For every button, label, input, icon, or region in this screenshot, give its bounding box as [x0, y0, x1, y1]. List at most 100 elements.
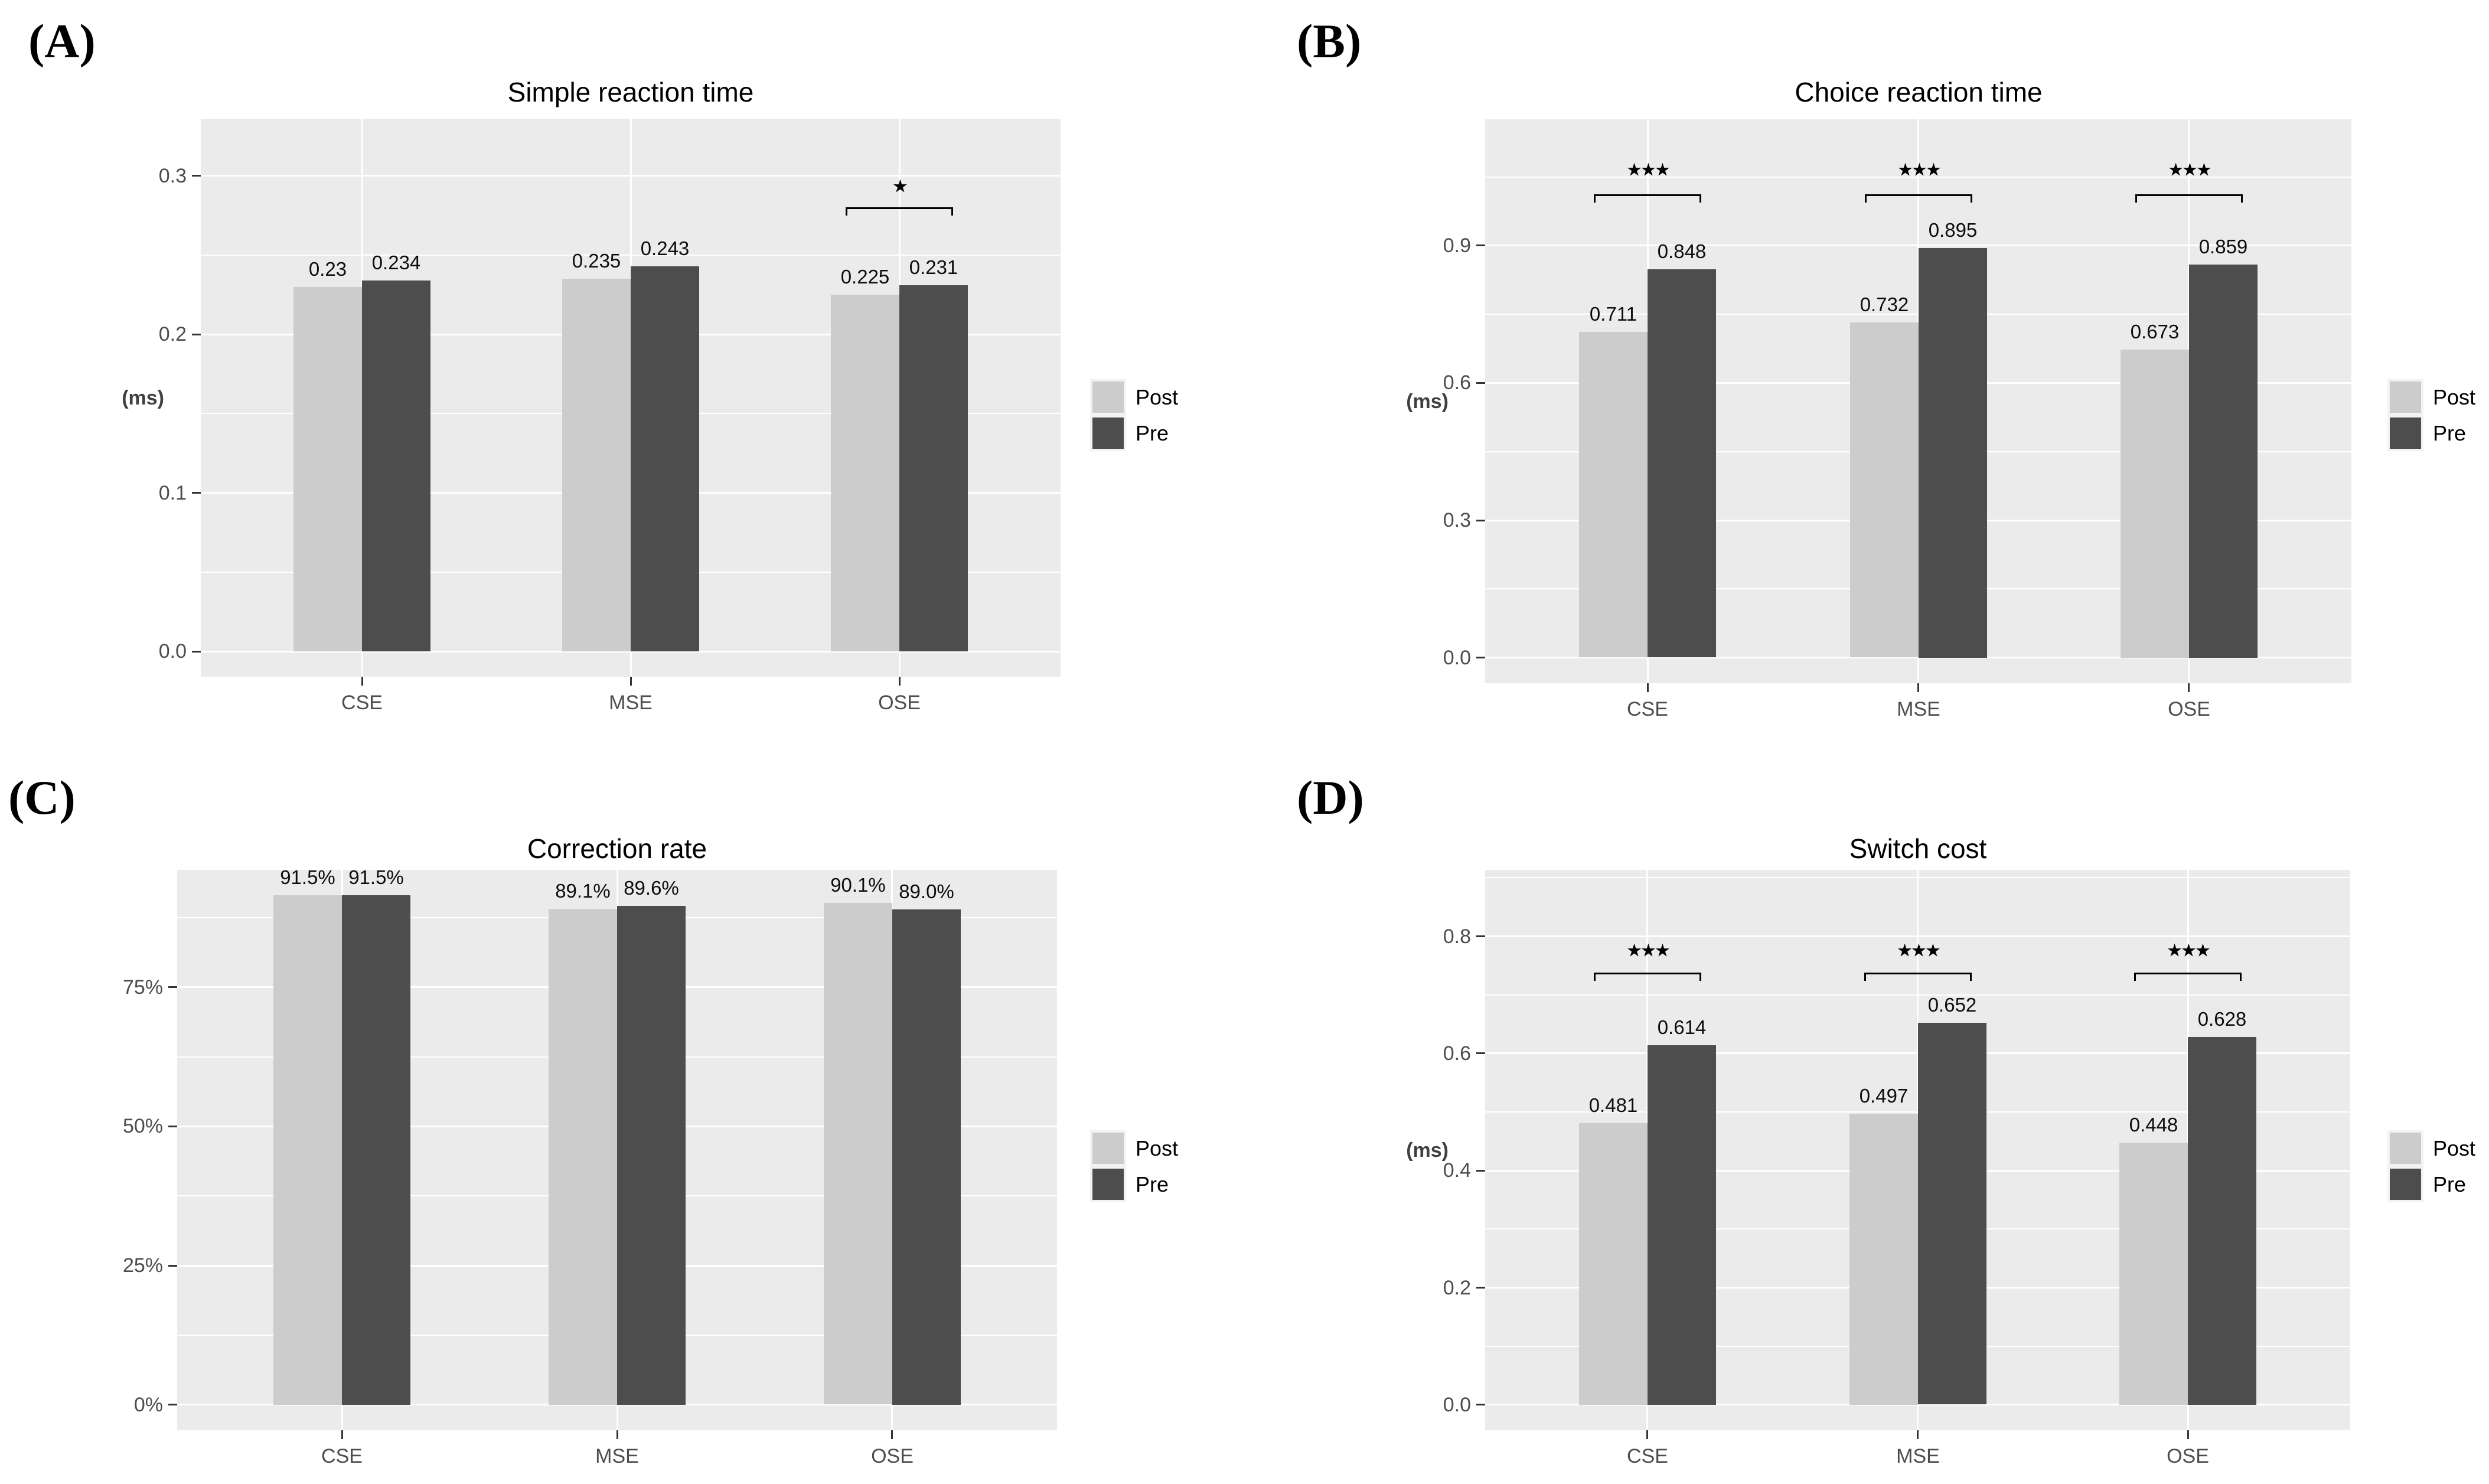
y-axis-unit-label: (ms)	[1406, 1139, 1449, 1162]
significance-star: ★★★	[2168, 160, 2212, 180]
bar-value-label: 90.1%	[830, 874, 886, 896]
bar-value-label: 0.673	[2130, 321, 2180, 343]
bar-value-label: 89.1%	[555, 880, 611, 902]
y-axis-tick	[192, 175, 201, 177]
significance-bracket	[2134, 973, 2242, 981]
x-axis-tick-label: OSE	[871, 1445, 914, 1467]
bar-value-label: 0.614	[1657, 1016, 1707, 1038]
bar-pre-mse	[631, 266, 699, 651]
y-axis-tick-label: 0%	[133, 1394, 163, 1416]
y-axis-tick-label: 50%	[122, 1115, 163, 1137]
y-axis-tick-label: 0.6	[1443, 1042, 1471, 1065]
significance-bracket	[846, 207, 953, 216]
bar-pre-cse	[1648, 1045, 1716, 1405]
y-axis-tick	[1476, 1170, 1485, 1172]
y-axis-tick	[168, 986, 177, 988]
bar-pre-mse	[1918, 1023, 1986, 1404]
legend-label-post: Post	[2433, 1136, 2476, 1160]
legend-swatch-pre	[2390, 418, 2421, 449]
bar-value-label: 0.448	[2129, 1114, 2178, 1136]
legend-swatch-post	[2390, 381, 2421, 413]
bar-pre-ose	[899, 285, 968, 651]
y-axis-tick	[192, 651, 201, 653]
x-axis-tick-label: OSE	[2168, 698, 2210, 720]
y-axis-tick	[168, 1265, 177, 1267]
x-axis-tick	[1917, 1430, 1919, 1439]
bar-pre-cse	[362, 281, 430, 651]
y-axis-tick	[1476, 244, 1485, 246]
x-axis-tick-label: MSE	[609, 692, 653, 714]
y-axis-tick	[1476, 657, 1485, 658]
x-axis-tick-label: CSE	[1627, 698, 1668, 720]
significance-star: ★★★	[1897, 941, 1941, 961]
bar-value-label: 0.628	[2197, 1008, 2247, 1030]
bar-post-mse	[562, 279, 631, 651]
x-axis-tick	[2188, 683, 2190, 692]
bar-value-label: 91.5%	[348, 866, 404, 888]
y-axis-tick-label: 0.0	[1443, 647, 1471, 669]
bar-value-label: 0.235	[572, 250, 621, 272]
bar-value-label: 0.497	[1859, 1085, 1909, 1107]
x-axis-tick	[1647, 683, 1649, 692]
legend-swatch-post	[1092, 1133, 1124, 1164]
x-axis-tick	[1917, 683, 1919, 692]
bar-pre-cse	[342, 895, 410, 1405]
bar-post-mse	[1850, 322, 1919, 657]
legend-swatch-pre	[1092, 418, 1124, 449]
bar-value-label: 89.0%	[899, 880, 954, 902]
legend-label-post: Post	[1136, 1136, 1179, 1160]
panel-title: Switch cost	[1849, 833, 1987, 864]
significance-bracket	[1865, 194, 1972, 203]
bar-post-ose	[831, 295, 899, 651]
y-axis-tick-label: 0.4	[1443, 1159, 1471, 1182]
bar-value-label: 0.711	[1589, 303, 1637, 325]
bar-post-ose	[2121, 350, 2189, 658]
panel-letter: (B)	[1297, 14, 1362, 68]
x-axis-tick	[630, 677, 632, 686]
significance-star: ★★★	[1626, 160, 1671, 180]
significance-star: ★★★	[1897, 160, 1942, 180]
y-axis-tick	[1476, 1052, 1485, 1054]
significance-star: ★★★	[2167, 941, 2211, 961]
y-axis-tick	[192, 334, 201, 335]
bar-pre-ose	[2188, 1037, 2256, 1405]
y-axis-tick-label: 0.9	[1443, 234, 1471, 257]
x-axis-tick-label: MSE	[595, 1445, 639, 1467]
bar-post-mse	[549, 909, 617, 1405]
x-axis-tick	[1646, 1430, 1648, 1439]
x-axis-tick-label: OSE	[878, 692, 921, 714]
bar-value-label: 0.234	[371, 252, 421, 273]
x-axis-tick-label: MSE	[1897, 698, 1940, 720]
y-axis-tick	[168, 1126, 177, 1127]
bar-value-label: 0.23	[308, 258, 347, 280]
bar-post-cse	[273, 895, 342, 1405]
x-axis-tick	[891, 1430, 893, 1439]
bar-value-label: 0.848	[1657, 240, 1707, 262]
bar-value-label: 0.652	[1927, 994, 1977, 1016]
bar-pre-ose	[892, 909, 961, 1405]
legend-swatch-pre	[2390, 1169, 2421, 1200]
y-axis-tick-label: 0.0	[158, 640, 187, 663]
legend-label-pre: Pre	[2433, 421, 2467, 445]
x-axis-tick	[899, 677, 901, 686]
legend-label-pre: Pre	[1136, 421, 1169, 445]
panel-title: Simple reaction time	[507, 77, 754, 107]
bar-post-ose	[2119, 1143, 2188, 1405]
y-axis-unit-label: (ms)	[122, 387, 164, 409]
y-axis-tick-label: 0.1	[158, 482, 187, 504]
y-axis-tick	[168, 1404, 177, 1405]
panel-letter: (C)	[8, 771, 76, 824]
significance-bracket	[1864, 973, 1972, 981]
x-axis-tick	[2187, 1430, 2189, 1439]
y-axis-unit-label: (ms)	[1406, 390, 1449, 413]
significance-bracket	[1594, 973, 1701, 981]
y-axis-tick-label: 0.6	[1443, 371, 1471, 394]
x-axis-tick-label: CSE	[1627, 1445, 1668, 1467]
bar-post-cse	[1579, 1123, 1648, 1405]
bar-value-label: 0.732	[1860, 293, 1909, 315]
legend-label-pre: Pre	[2433, 1172, 2467, 1196]
bar-value-label: 0.225	[840, 266, 890, 288]
bar-value-label: 89.6%	[624, 877, 679, 899]
y-axis-tick-label: 0.0	[1443, 1394, 1471, 1416]
